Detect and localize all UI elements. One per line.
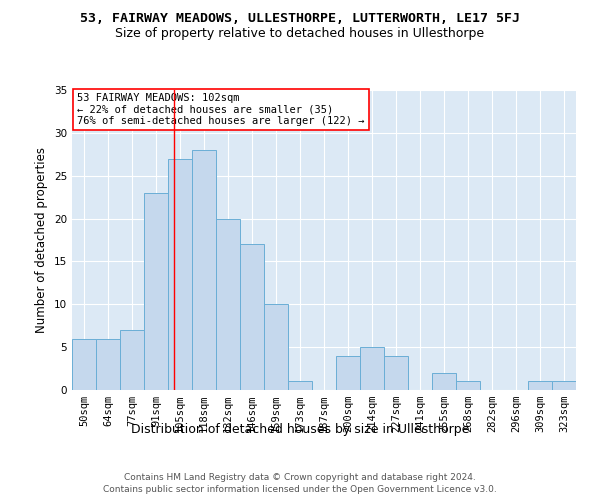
Bar [240,244,264,390]
Bar [192,150,216,390]
Text: Distribution of detached houses by size in Ullesthorpe: Distribution of detached houses by size … [131,422,469,436]
Bar [528,382,552,390]
Bar [168,158,192,390]
Bar [360,347,384,390]
Bar [552,382,576,390]
Bar [432,373,456,390]
Y-axis label: Number of detached properties: Number of detached properties [35,147,49,333]
Bar [288,382,312,390]
Text: Contains HM Land Registry data © Crown copyright and database right 2024.: Contains HM Land Registry data © Crown c… [124,472,476,482]
Bar [264,304,288,390]
Bar [96,338,120,390]
Text: Size of property relative to detached houses in Ullesthorpe: Size of property relative to detached ho… [115,28,485,40]
Bar [456,382,480,390]
Bar [144,193,168,390]
Text: Contains public sector information licensed under the Open Government Licence v3: Contains public sector information licen… [103,485,497,494]
Bar [336,356,360,390]
Bar [120,330,144,390]
Bar [72,338,96,390]
Text: 53, FAIRWAY MEADOWS, ULLESTHORPE, LUTTERWORTH, LE17 5FJ: 53, FAIRWAY MEADOWS, ULLESTHORPE, LUTTER… [80,12,520,26]
Bar [216,218,240,390]
Text: 53 FAIRWAY MEADOWS: 102sqm
← 22% of detached houses are smaller (35)
76% of semi: 53 FAIRWAY MEADOWS: 102sqm ← 22% of deta… [77,93,365,126]
Bar [384,356,408,390]
